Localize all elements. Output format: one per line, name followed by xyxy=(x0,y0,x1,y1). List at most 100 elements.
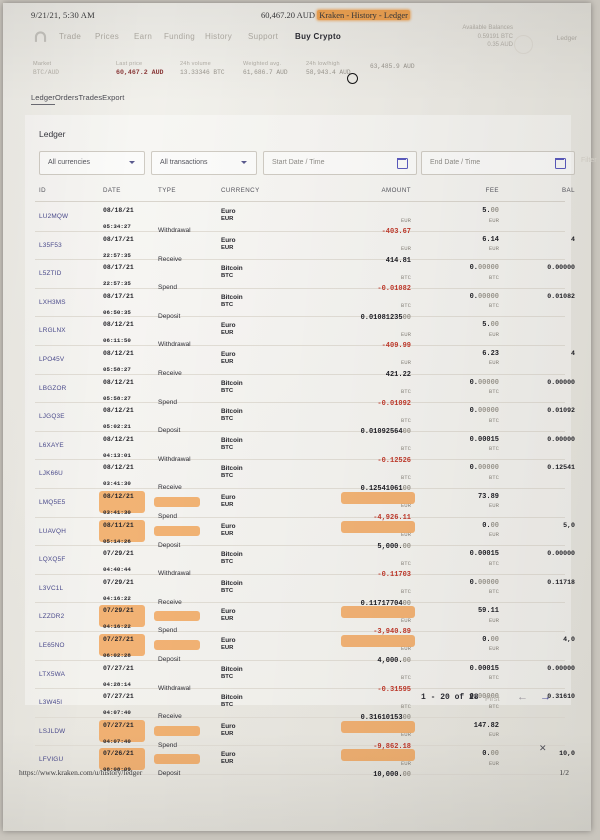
table-row[interactable]: LFVIGU 07/26/21 08:08:09 Deposit Euro EUR 10,0… xyxy=(25,746,575,779)
table-row[interactable]: LJK66U 08/12/21 03:41:30 Receive Bitcoin BTC 0… xyxy=(25,460,575,493)
row-currency-symbol: BTC xyxy=(221,273,234,280)
highlighter-mark xyxy=(99,490,145,513)
tab-orders[interactable]: Orders xyxy=(54,93,79,102)
row-date: 08/12/21 xyxy=(103,464,134,472)
available-balances: Available Balances 0.59191 BTC 0.35 AUD xyxy=(462,24,513,50)
table-row[interactable]: LPO45V 08/12/21 05:58:27 Receive Euro EUR 421.… xyxy=(25,346,575,379)
row-amount: 5,000.00 xyxy=(377,542,411,551)
row-amount-symbol: BTC xyxy=(400,302,411,310)
row-time: 04:40:44 xyxy=(103,566,131,574)
avatar[interactable] xyxy=(514,35,533,54)
row-date: 08/12/21 xyxy=(103,349,134,357)
table-row[interactable]: LJGQ3E 08/12/21 05:02:21 Deposit Bitcoin BTC 0… xyxy=(25,403,575,436)
table-row[interactable]: L3W45I 07/27/21 04:07:40 Receive Bitcoin BTC 0… xyxy=(25,689,575,722)
table-row[interactable]: LE65NO 07/27/21 06:02:28 Deposit Euro EUR 4,00… xyxy=(25,632,575,665)
tab-trades[interactable]: Trades xyxy=(78,93,103,102)
tab-ledger[interactable]: Ledger xyxy=(31,93,55,102)
table-row[interactable]: LUAVQH 08/11/21 05:14:26 Deposit Euro EUR 5,00… xyxy=(25,518,575,551)
filter-bar: All currencies All transactions Start Da… xyxy=(39,151,597,175)
row-separator xyxy=(35,688,565,690)
active-tab-underline xyxy=(31,104,55,106)
row-balance: 5,0 xyxy=(563,521,575,529)
table-row[interactable]: LTX5WA 07/27/21 04:28:14 Withdrawal Bitcoin B… xyxy=(25,661,575,694)
highlighter-mark xyxy=(341,491,415,504)
highlighter-mark xyxy=(99,719,145,742)
pagination-first-button[interactable]: First xyxy=(485,694,500,703)
row-amount-symbol: EUR xyxy=(400,216,411,224)
print-page-number: 1/2 xyxy=(559,768,569,777)
row-currency-name: Euro xyxy=(221,493,236,501)
row-currency-name: Euro xyxy=(221,208,236,215)
column-header-type[interactable]: TYPE xyxy=(158,187,176,194)
table-row[interactable]: LMQ5E5 08/12/21 03:41:30 Spend Euro EUR -4,926… xyxy=(25,489,571,522)
table-header-rule xyxy=(35,201,565,202)
row-time: 22:57:35 xyxy=(103,251,131,259)
table-row[interactable]: LRGLNX 08/12/21 06:11:50 Withdrawal Euro EUR -… xyxy=(25,317,571,350)
tab-export[interactable]: Export xyxy=(102,93,125,102)
row-separator xyxy=(35,459,565,461)
row-amount: 0.0109256400 xyxy=(360,428,411,437)
row-fee: 0.00015 xyxy=(469,550,499,559)
ticker-value-5: 63,485.9 AUD xyxy=(370,63,415,70)
table-row[interactable]: LZZDR2 07/29/21 04:16:22 Spend Euro EUR -3,940… xyxy=(25,603,571,636)
table-row[interactable]: L35F53 08/17/21 22:57:35 Receive Euro EUR 414.… xyxy=(25,232,575,265)
row-type: Spend xyxy=(158,512,178,520)
nav-item-history[interactable]: History xyxy=(205,32,232,41)
column-header-amount[interactable]: AMOUNT xyxy=(381,187,411,194)
nav-account-label[interactable]: Ledger xyxy=(556,35,577,42)
nav-item-prices[interactable]: Prices xyxy=(95,32,120,41)
nav-item-buy-crypto[interactable]: Buy Crypto xyxy=(295,32,342,41)
nav-item-trade[interactable]: Trade xyxy=(59,32,82,41)
calendar-icon[interactable] xyxy=(554,157,566,169)
table-row[interactable]: L3VC1L 07/29/21 04:16:22 Receive Bitcoin BTC 0… xyxy=(25,575,575,608)
column-header-fee[interactable]: FEE xyxy=(485,187,499,194)
arrow-right-icon[interactable]: → xyxy=(540,691,551,703)
row-separator xyxy=(35,344,565,346)
table-row[interactable]: L6XAYE 08/12/21 04:13:01 Withdrawal Bitcoin B… xyxy=(25,432,575,465)
row-amount-symbol: EUR xyxy=(400,531,411,539)
row-amount-decimals: 00 xyxy=(402,542,411,551)
row-id: LXH3MS xyxy=(39,298,66,306)
nav-item-funding[interactable]: Funding xyxy=(164,32,196,41)
end-date-placeholder: End Date / Time xyxy=(430,159,481,166)
row-fee: 6.23 xyxy=(482,349,499,358)
loading-spinner-icon xyxy=(347,73,358,84)
row-fee: 73.89 xyxy=(477,492,499,501)
column-header-id[interactable]: ID xyxy=(39,187,47,194)
printed-page: 9/21/21, 5:30 AM 60,467.20 AUD Kraken - … xyxy=(3,3,597,831)
column-header-date[interactable]: DATE xyxy=(103,187,121,194)
table-row[interactable]: LU2MQW 08/18/21 05:34:27 Withdrawal Euro EUR -… xyxy=(25,203,571,236)
end-date-input[interactable]: End Date / Time xyxy=(421,151,575,175)
currency-select[interactable]: All currencies xyxy=(39,151,145,175)
nav-item-support[interactable]: Support xyxy=(248,32,279,41)
row-amount-decimals: 00 xyxy=(402,656,411,665)
close-icon[interactable]: ✕ xyxy=(539,743,547,753)
print-title-group: 60,467.20 AUD Kraken - History - Ledger xyxy=(261,10,410,20)
arrow-left-icon[interactable]: ← xyxy=(517,691,528,703)
history-tabs[interactable]: LedgerOrdersTradesExport xyxy=(31,93,124,102)
table-row[interactable]: LBGZOR 08/12/21 05:58:27 Spend Bitcoin BTC -0.… xyxy=(25,375,575,408)
row-amount-symbol: BTC xyxy=(400,416,411,424)
row-date: 08/18/21 xyxy=(103,207,134,214)
row-time: 03:41:30 xyxy=(103,480,131,488)
row-currency-name: Euro xyxy=(221,322,236,330)
row-separator xyxy=(35,373,565,375)
table-row[interactable]: L5ZTID 08/17/21 22:57:35 Spend Bitcoin BTC -0.… xyxy=(25,260,575,293)
nav-item-earn[interactable]: Earn xyxy=(134,32,153,41)
highlighter-mark xyxy=(154,754,200,765)
row-time: 06:50:35 xyxy=(103,308,131,316)
kraken-logo-icon[interactable] xyxy=(33,30,48,44)
filter-button[interactable]: Filter xyxy=(581,157,597,164)
column-header-bal[interactable]: BAL xyxy=(561,187,575,194)
table-row[interactable]: LQXQ5F 07/29/21 04:40:44 Withdrawal Bitcoin B… xyxy=(25,546,575,579)
transaction-type-select[interactable]: All transactions xyxy=(151,151,257,175)
calendar-icon[interactable] xyxy=(396,157,408,169)
column-header-currency[interactable]: CURRENCY xyxy=(221,187,260,194)
table-row[interactable]: LSJLDW 07/27/21 04:07:40 Spend Euro EUR -9,862… xyxy=(25,718,571,751)
row-type: Spend xyxy=(158,741,178,749)
row-date: 07/26/21 xyxy=(103,750,134,758)
start-date-input[interactable]: Start Date / Time xyxy=(263,151,417,175)
row-balance: 4 xyxy=(571,349,575,357)
table-row[interactable]: LXH3MS 08/17/21 06:50:35 Deposit Bitcoin BTC 0… xyxy=(25,289,575,322)
row-id: LTX5WA xyxy=(39,670,66,678)
